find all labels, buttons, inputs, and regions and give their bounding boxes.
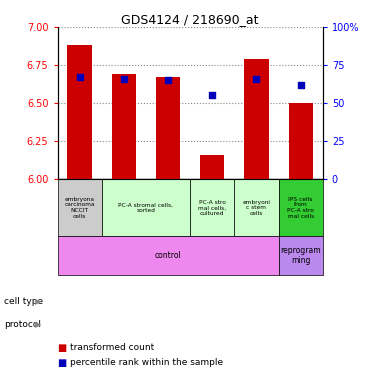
Point <box>253 76 259 82</box>
Point <box>209 93 215 99</box>
Bar <box>112 74 136 179</box>
Title: GDS4124 / 218690_at: GDS4124 / 218690_at <box>121 13 259 26</box>
Text: PC-A stro
mal cells,
cultured: PC-A stro mal cells, cultured <box>198 200 226 216</box>
Bar <box>244 59 269 179</box>
Text: ▶: ▶ <box>35 320 41 329</box>
Text: transformed count: transformed count <box>70 343 155 352</box>
Point <box>121 76 127 82</box>
Text: ▶: ▶ <box>35 297 41 306</box>
Text: control: control <box>155 251 181 260</box>
Point <box>298 82 303 88</box>
Text: embryona
carcinoma
NCCIT
cells: embryona carcinoma NCCIT cells <box>64 197 95 219</box>
Text: PC-A stromal cells,
sorted: PC-A stromal cells, sorted <box>118 202 173 213</box>
Bar <box>68 45 92 179</box>
Text: percentile rank within the sample: percentile rank within the sample <box>70 358 224 367</box>
FancyBboxPatch shape <box>234 179 279 237</box>
Text: IPS cells
from
PC-A stro
mal cells: IPS cells from PC-A stro mal cells <box>287 197 314 219</box>
Text: ■: ■ <box>58 358 67 368</box>
FancyBboxPatch shape <box>190 179 234 237</box>
Text: ■: ■ <box>58 343 67 353</box>
FancyBboxPatch shape <box>279 237 323 275</box>
Bar <box>156 77 180 179</box>
Point <box>77 74 83 80</box>
Text: reprogram
ming: reprogram ming <box>280 246 321 265</box>
FancyBboxPatch shape <box>102 179 190 237</box>
Point <box>165 77 171 83</box>
Bar <box>200 155 224 179</box>
Text: cell type: cell type <box>4 297 43 306</box>
Text: protocol: protocol <box>4 320 41 329</box>
FancyBboxPatch shape <box>279 179 323 237</box>
FancyBboxPatch shape <box>58 237 279 275</box>
Text: embryoni
c stem
cells: embryoni c stem cells <box>243 200 270 216</box>
Bar <box>289 103 313 179</box>
FancyBboxPatch shape <box>58 179 102 237</box>
